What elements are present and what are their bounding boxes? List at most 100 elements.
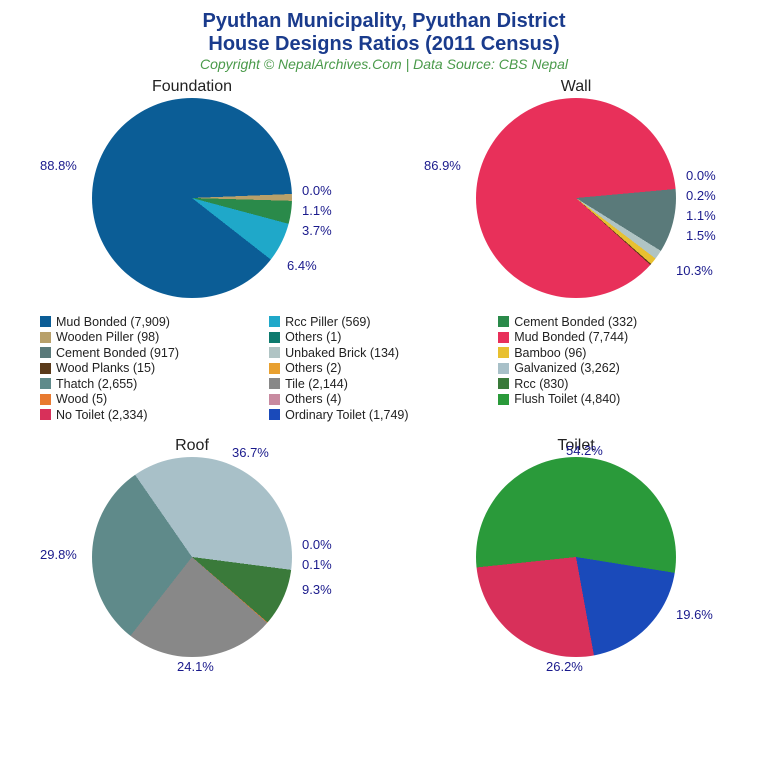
legend-text: Bamboo (96) bbox=[514, 346, 586, 360]
legend-text: Others (1) bbox=[285, 330, 341, 344]
legend-item: Rcc Piller (569) bbox=[269, 315, 498, 329]
foundation-title: Foundation bbox=[12, 78, 372, 96]
legend-swatch bbox=[269, 378, 280, 389]
legend-text: Ordinary Toilet (1,749) bbox=[285, 408, 408, 422]
pie-label: 26.2% bbox=[546, 659, 583, 674]
legend-swatch bbox=[269, 363, 280, 374]
pie-label: 86.9% bbox=[424, 158, 461, 173]
wall-chart: Wall 86.9%0.0%0.2%1.1%1.5%10.3% bbox=[396, 78, 756, 303]
pie-label: 1.1% bbox=[686, 208, 716, 223]
roof-title: Roof bbox=[12, 437, 372, 455]
legend-item: Wood Planks (15) bbox=[40, 361, 269, 375]
pie-label: 0.1% bbox=[302, 557, 332, 572]
legend-text: Rcc (830) bbox=[514, 377, 568, 391]
pie-label: 0.0% bbox=[686, 168, 716, 183]
legend-swatch bbox=[40, 378, 51, 389]
legend-text: Thatch (2,655) bbox=[56, 377, 137, 391]
legend-item: Others (4) bbox=[269, 392, 498, 406]
pie-label: 29.8% bbox=[40, 547, 77, 562]
legend-swatch bbox=[498, 394, 509, 405]
pie-label: 36.7% bbox=[232, 445, 269, 460]
legend-swatch bbox=[269, 316, 280, 327]
top-charts-row: Foundation 88.8%0.0%1.1%3.7%6.4% Wall 86… bbox=[0, 78, 768, 303]
legend-column: Cement Bonded (332)Mud Bonded (7,744) Bam… bbox=[498, 313, 727, 423]
pie-label: 54.2% bbox=[566, 443, 603, 458]
pie-label: 1.1% bbox=[302, 203, 332, 218]
legend-swatch bbox=[269, 409, 280, 420]
legend-text: Mud Bonded (7,744) bbox=[514, 330, 628, 344]
roof-pie-wrap: 36.7%0.0%0.1%9.3%24.1%29.8% bbox=[92, 457, 292, 657]
legend-text: Mud Bonded (7,909) bbox=[56, 315, 170, 329]
legend-swatch bbox=[498, 316, 509, 327]
legend-swatch bbox=[40, 332, 51, 343]
legend-item: Wood (5) bbox=[40, 392, 269, 406]
legend-text: Tile (2,144) bbox=[285, 377, 348, 391]
legend-column: Rcc Piller (569)Others (1) Unbaked Brick … bbox=[269, 313, 498, 423]
legend-item: Mud Bonded (7,909) bbox=[40, 315, 269, 329]
legend-item: Mud Bonded (7,744) bbox=[498, 330, 727, 344]
legend-item: Galvanized (3,262) bbox=[498, 361, 727, 375]
legend-item: Bamboo (96) bbox=[498, 346, 727, 360]
roof-chart: Roof 36.7%0.0%0.1%9.3%24.1%29.8% bbox=[12, 437, 372, 662]
pie-label: 9.3% bbox=[302, 582, 332, 597]
foundation-chart: Foundation 88.8%0.0%1.1%3.7%6.4% bbox=[12, 78, 372, 303]
legend-item: Thatch (2,655) bbox=[40, 377, 269, 391]
legend-text: Rcc Piller (569) bbox=[285, 315, 370, 329]
pie-label: 0.2% bbox=[686, 188, 716, 203]
legend-swatch bbox=[498, 378, 509, 389]
legend-item: No Toilet (2,334) bbox=[40, 408, 269, 422]
legend-text: Wood (5) bbox=[56, 392, 107, 406]
pie-label: 88.8% bbox=[40, 158, 77, 173]
bottom-charts-row: Roof 36.7%0.0%0.1%9.3%24.1%29.8% Toilet … bbox=[0, 437, 768, 662]
legend-item: Unbaked Brick (134) bbox=[269, 346, 498, 360]
main-title-line1: Pyuthan Municipality, Pyuthan District bbox=[0, 0, 768, 33]
legend-swatch bbox=[269, 394, 280, 405]
legend-item: Ordinary Toilet (1,749) bbox=[269, 408, 498, 422]
legend-item: Cement Bonded (332) bbox=[498, 315, 727, 329]
legend-item: Wooden Piller (98) bbox=[40, 330, 269, 344]
toilet-pie-wrap: 54.2%19.6%26.2% bbox=[476, 457, 676, 657]
legend-text: Others (2) bbox=[285, 361, 341, 375]
legend-text: Cement Bonded (917) bbox=[56, 346, 179, 360]
legend-swatch bbox=[40, 394, 51, 405]
legend-swatch bbox=[498, 363, 509, 374]
pie-label: 0.0% bbox=[302, 537, 332, 552]
subtitle-copyright: Copyright © NepalArchives.Com | Data Sou… bbox=[0, 56, 768, 72]
wall-pie bbox=[476, 98, 676, 298]
toilet-chart: Toilet 54.2%19.6%26.2% bbox=[396, 437, 756, 662]
legend: Mud Bonded (7,909)Wooden Piller (98) Ceme… bbox=[0, 303, 768, 429]
pie-label: 0.0% bbox=[302, 183, 332, 198]
roof-pie bbox=[92, 457, 292, 657]
toilet-pie bbox=[476, 457, 676, 657]
pie-label: 19.6% bbox=[676, 607, 713, 622]
legend-swatch bbox=[40, 409, 51, 420]
legend-item: Others (1) bbox=[269, 330, 498, 344]
foundation-pie-wrap: 88.8%0.0%1.1%3.7%6.4% bbox=[92, 98, 292, 298]
legend-text: Flush Toilet (4,840) bbox=[514, 392, 620, 406]
legend-swatch bbox=[40, 316, 51, 327]
foundation-pie bbox=[92, 98, 292, 298]
pie-label: 10.3% bbox=[676, 263, 713, 278]
pie-label: 6.4% bbox=[287, 258, 317, 273]
legend-text: Wooden Piller (98) bbox=[56, 330, 159, 344]
main-title-line2: House Designs Ratios (2011 Census) bbox=[0, 33, 768, 56]
legend-swatch bbox=[269, 332, 280, 343]
legend-item: Others (2) bbox=[269, 361, 498, 375]
legend-text: Galvanized (3,262) bbox=[514, 361, 620, 375]
pie-label: 24.1% bbox=[177, 659, 214, 674]
legend-text: Cement Bonded (332) bbox=[514, 315, 637, 329]
legend-item: Flush Toilet (4,840) bbox=[498, 392, 727, 406]
wall-pie-wrap: 86.9%0.0%0.2%1.1%1.5%10.3% bbox=[476, 98, 676, 298]
pie-label: 3.7% bbox=[302, 223, 332, 238]
legend-text: Wood Planks (15) bbox=[56, 361, 155, 375]
legend-text: Unbaked Brick (134) bbox=[285, 346, 399, 360]
legend-swatch bbox=[40, 363, 51, 374]
legend-item: Cement Bonded (917) bbox=[40, 346, 269, 360]
legend-swatch bbox=[269, 347, 280, 358]
legend-column: Mud Bonded (7,909)Wooden Piller (98) Ceme… bbox=[40, 313, 269, 423]
wall-title: Wall bbox=[396, 78, 756, 96]
legend-text: Others (4) bbox=[285, 392, 341, 406]
pie-label: 1.5% bbox=[686, 228, 716, 243]
legend-swatch bbox=[498, 332, 509, 343]
legend-swatch bbox=[40, 347, 51, 358]
